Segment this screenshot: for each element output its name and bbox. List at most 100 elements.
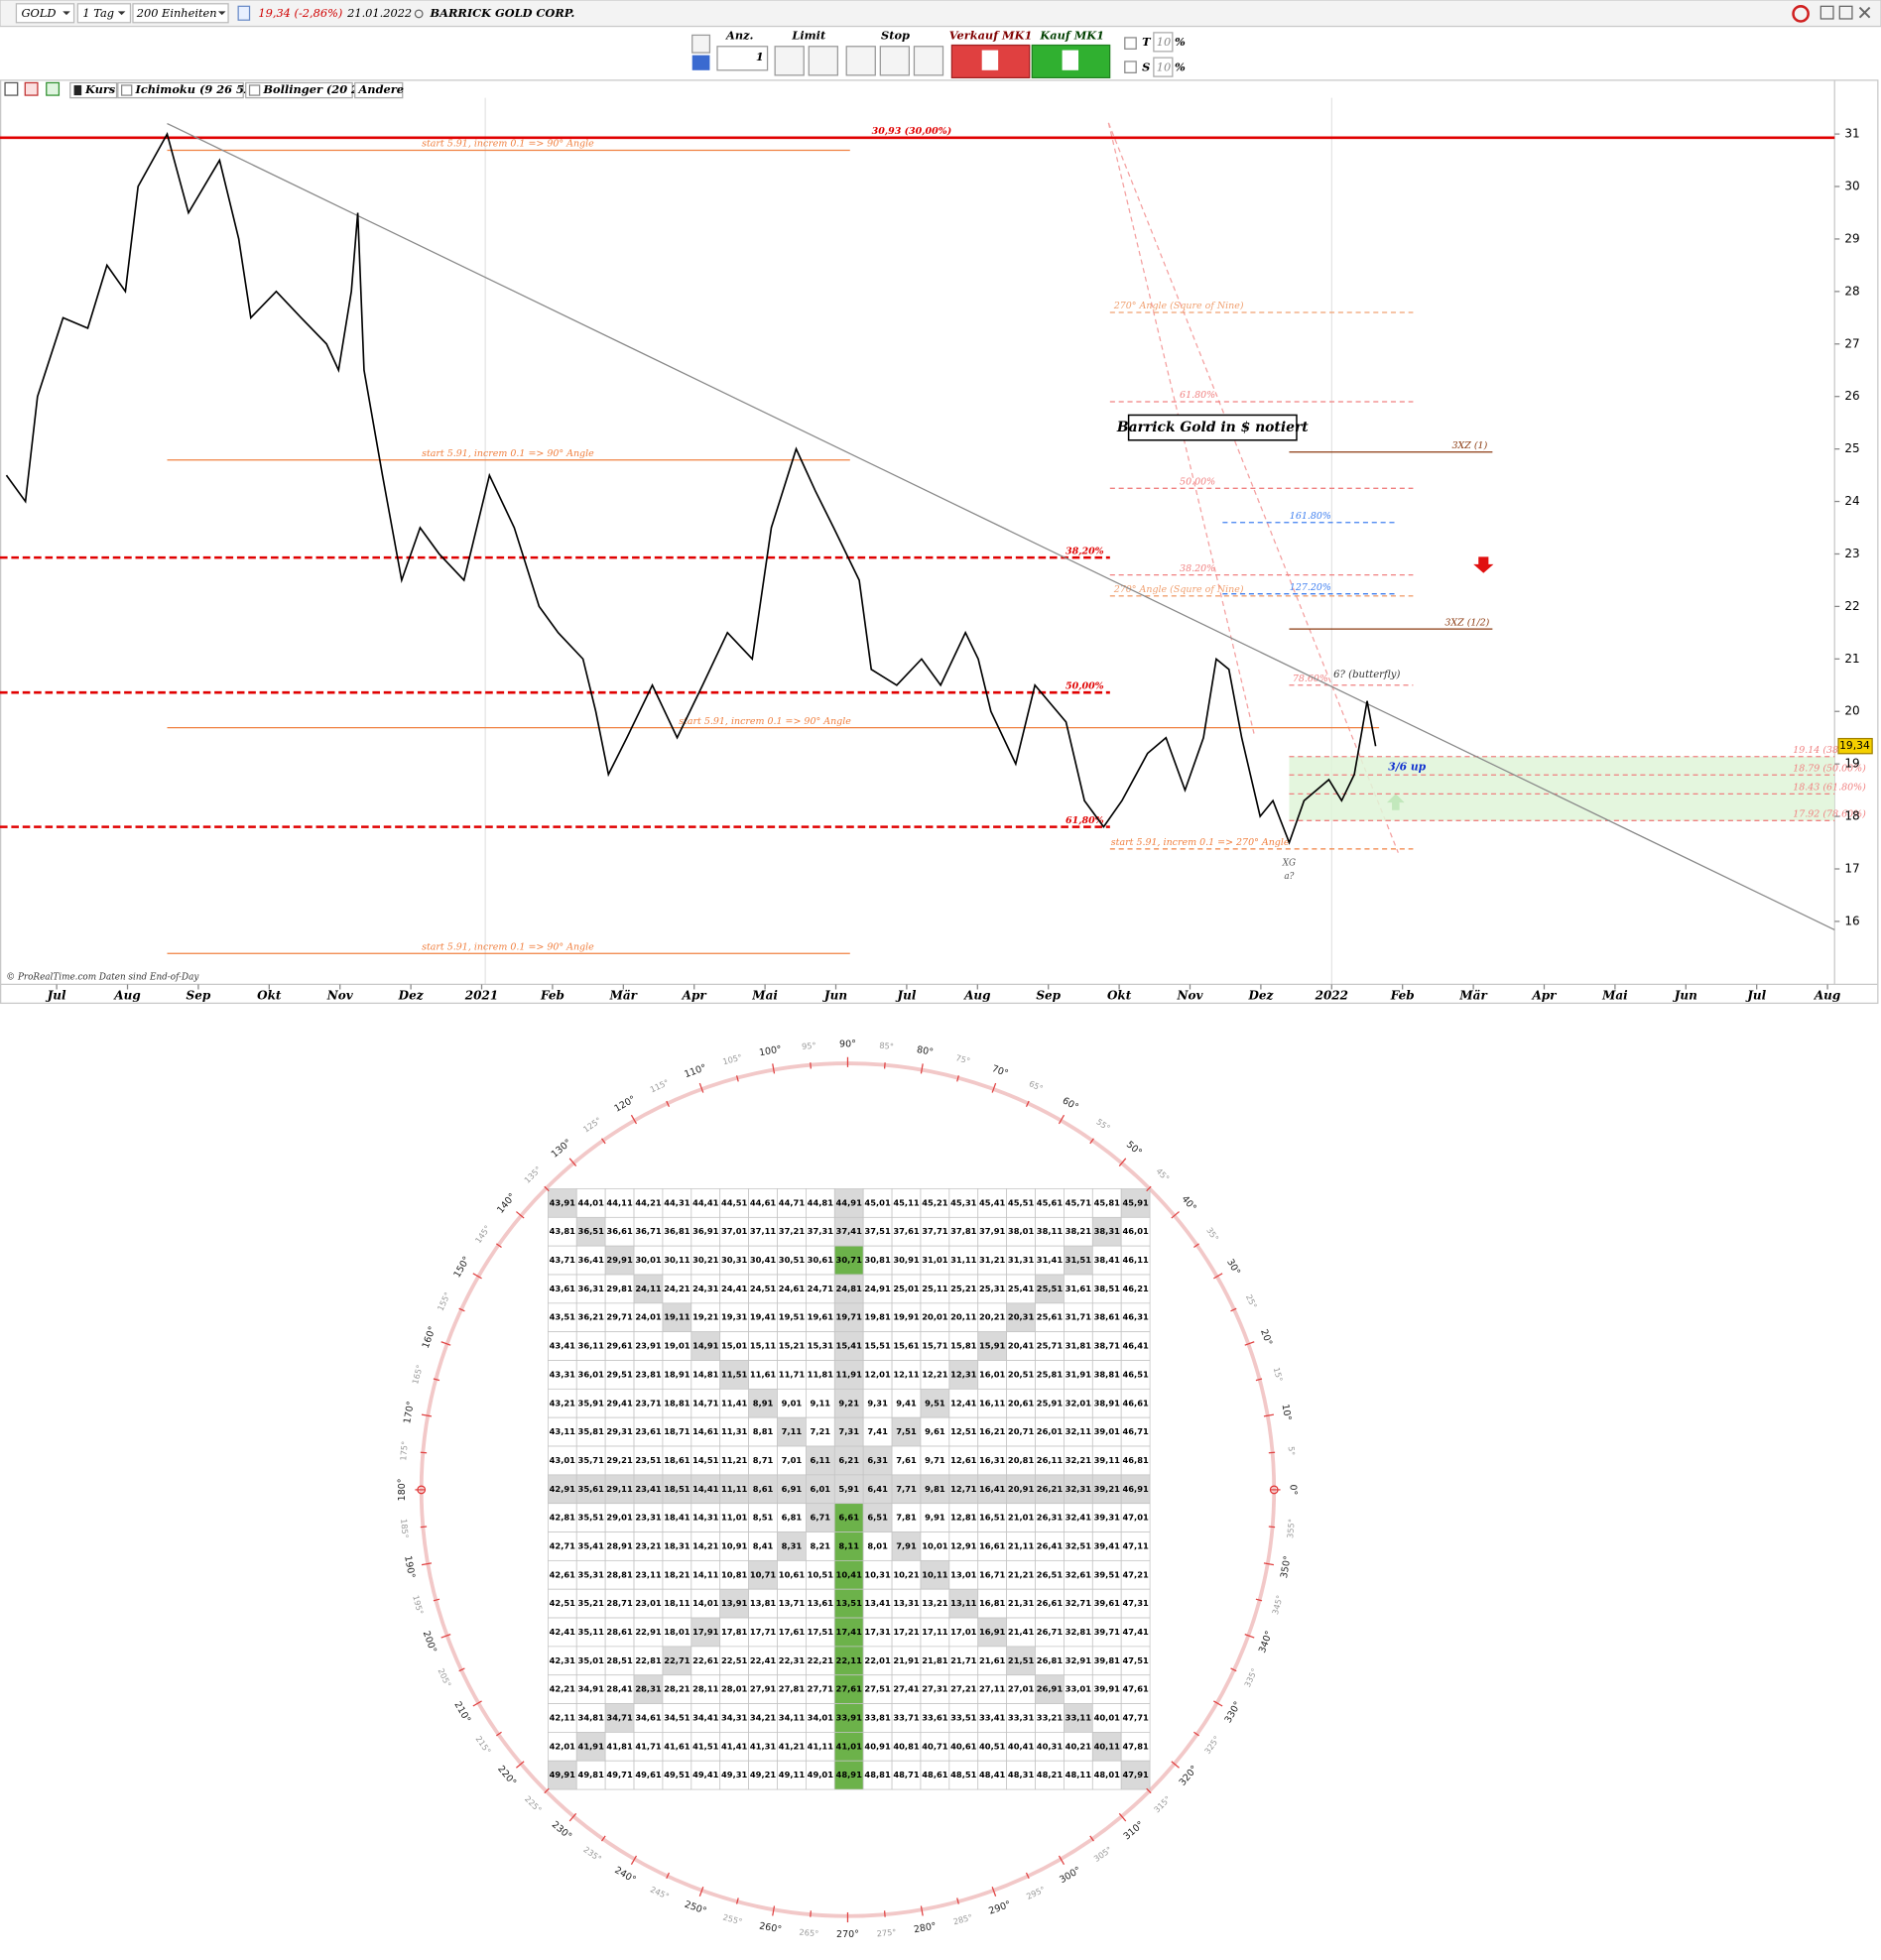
grid-value: 21,21	[1008, 1569, 1035, 1579]
grid-value: 24,71	[808, 1284, 834, 1293]
last-price-tag	[1837, 737, 1873, 755]
grid-value: 17,41	[836, 1627, 863, 1637]
angle-label: 115°	[649, 1077, 671, 1094]
s-input[interactable]	[1153, 57, 1174, 77]
grid-value: 34,61	[635, 1712, 662, 1722]
layout-button[interactable]	[4, 81, 19, 96]
level-label: start 5.91, increm 0.1 => 90° Angle	[422, 941, 594, 952]
sell-shortcut[interactable]	[24, 81, 39, 96]
bollinger-toggle[interactable]	[245, 81, 353, 99]
grid-value: 9,91	[925, 1513, 945, 1523]
angle-label: 315°	[1152, 1793, 1173, 1814]
x-tick-label: Okt	[257, 988, 282, 1002]
grid-value: 46,61	[1122, 1398, 1149, 1408]
window-controls[interactable]	[1792, 5, 1871, 23]
grid-value: 44,11	[606, 1197, 633, 1207]
grid-cell	[1120, 1445, 1151, 1476]
grid-cell	[806, 1302, 835, 1333]
grid-cell	[1120, 1588, 1151, 1619]
grid-cell	[1035, 1360, 1065, 1390]
price-toggle[interactable]	[69, 81, 118, 99]
grid-value: 14,21	[692, 1540, 719, 1550]
grid-value: 21,51	[1008, 1655, 1035, 1665]
grid-cell	[690, 1245, 721, 1276]
grid-value: 25,51	[1037, 1284, 1064, 1293]
level-label: 18.43 (61.80%)	[1793, 782, 1866, 793]
calc-button[interactable]	[691, 55, 710, 70]
angle-tick	[1118, 1158, 1127, 1166]
grid-value: 37,81	[950, 1226, 977, 1236]
grid-cell	[891, 1760, 922, 1790]
stop-1[interactable]	[845, 46, 876, 76]
grid-value: 27,11	[979, 1684, 1006, 1694]
level-label: 30,93 (30,00%)	[872, 126, 952, 137]
grid-value: 20,91	[1008, 1484, 1035, 1494]
grid-value: 22,61	[692, 1655, 719, 1665]
grid-cell	[862, 1445, 893, 1476]
grid-value: 47,31	[1122, 1598, 1149, 1608]
grid-cell	[1091, 1732, 1122, 1762]
chart-frame	[0, 79, 1879, 1005]
other-label[interactable]: Andere	[358, 82, 404, 96]
bollinger-checkbox[interactable]	[248, 84, 261, 96]
other-toggle[interactable]	[354, 81, 404, 99]
date: 21.01.2022	[346, 6, 412, 20]
grid-cell	[920, 1416, 950, 1447]
qty-value[interactable]: 1	[756, 50, 764, 63]
grid-value: 16,31	[979, 1455, 1006, 1465]
grid-value: 21,31	[1008, 1598, 1035, 1608]
grid-cell	[690, 1388, 721, 1418]
grid-cell	[806, 1274, 835, 1304]
grid-value: 8,51	[753, 1513, 774, 1523]
ichimoku-label[interactable]: Ichimoku (9 26 52	[135, 82, 252, 96]
s-value[interactable]: 10	[1157, 60, 1171, 73]
grid-cell	[948, 1245, 979, 1276]
limit-sell[interactable]	[774, 46, 805, 76]
t-checkbox[interactable]	[1124, 37, 1137, 50]
t-value[interactable]: 10	[1157, 35, 1171, 49]
symbol-select[interactable]: GOLD	[15, 3, 75, 24]
grid-cell	[748, 1559, 778, 1590]
units-select[interactable]: 200 Einheiten	[132, 3, 229, 24]
grid-value: 38,21	[1066, 1226, 1092, 1236]
stop-2[interactable]	[879, 46, 911, 76]
tool-button[interactable]	[691, 34, 711, 54]
grid-value: 23,81	[635, 1369, 662, 1379]
units[interactable]: 200 Einheiten	[136, 6, 217, 20]
grid-cell	[662, 1274, 692, 1304]
ichimoku-checkbox[interactable]	[120, 84, 133, 96]
price-label[interactable]: Kurs	[84, 82, 116, 96]
bollinger-label[interactable]: Bollinger (20 2	[262, 82, 359, 96]
buy-shortcut[interactable]	[46, 81, 61, 96]
grid-cell	[920, 1732, 950, 1762]
angle-label: 165°	[410, 1364, 425, 1386]
grid-value: 34,51	[664, 1712, 690, 1722]
stop-3[interactable]	[913, 46, 944, 76]
grid-cell	[547, 1732, 577, 1762]
x-tick-label: Mai	[1601, 988, 1628, 1002]
symbol[interactable]: GOLD	[21, 6, 56, 20]
angle-label: 140°	[495, 1191, 518, 1216]
s-checkbox[interactable]	[1124, 61, 1137, 73]
t-input[interactable]	[1153, 32, 1174, 53]
limit-buy[interactable]	[808, 46, 838, 76]
grid-value: 35,21	[578, 1598, 605, 1608]
qty-input[interactable]	[716, 46, 769, 71]
angle-tick	[440, 1634, 451, 1639]
period[interactable]: 1 Tag	[82, 6, 114, 20]
angle-label: 210°	[451, 1700, 472, 1725]
grid-cell	[833, 1388, 864, 1418]
level-label: 3XZ (1)	[1452, 440, 1488, 451]
angle-label: 70°	[990, 1063, 1010, 1079]
grid-cell	[948, 1588, 979, 1619]
x-tick-label: Mär	[609, 988, 639, 1002]
grid-cell	[1035, 1302, 1065, 1333]
grid-value: 33,71	[893, 1712, 920, 1722]
grid-cell	[920, 1360, 950, 1390]
grid-cell	[777, 1216, 807, 1247]
ichimoku-toggle[interactable]	[117, 81, 244, 99]
period-select[interactable]: 1 Tag	[76, 3, 132, 24]
info-icon[interactable]	[237, 5, 251, 21]
angle-label: 35°	[1204, 1225, 1221, 1243]
x-tick-label: Jul	[895, 988, 916, 1002]
